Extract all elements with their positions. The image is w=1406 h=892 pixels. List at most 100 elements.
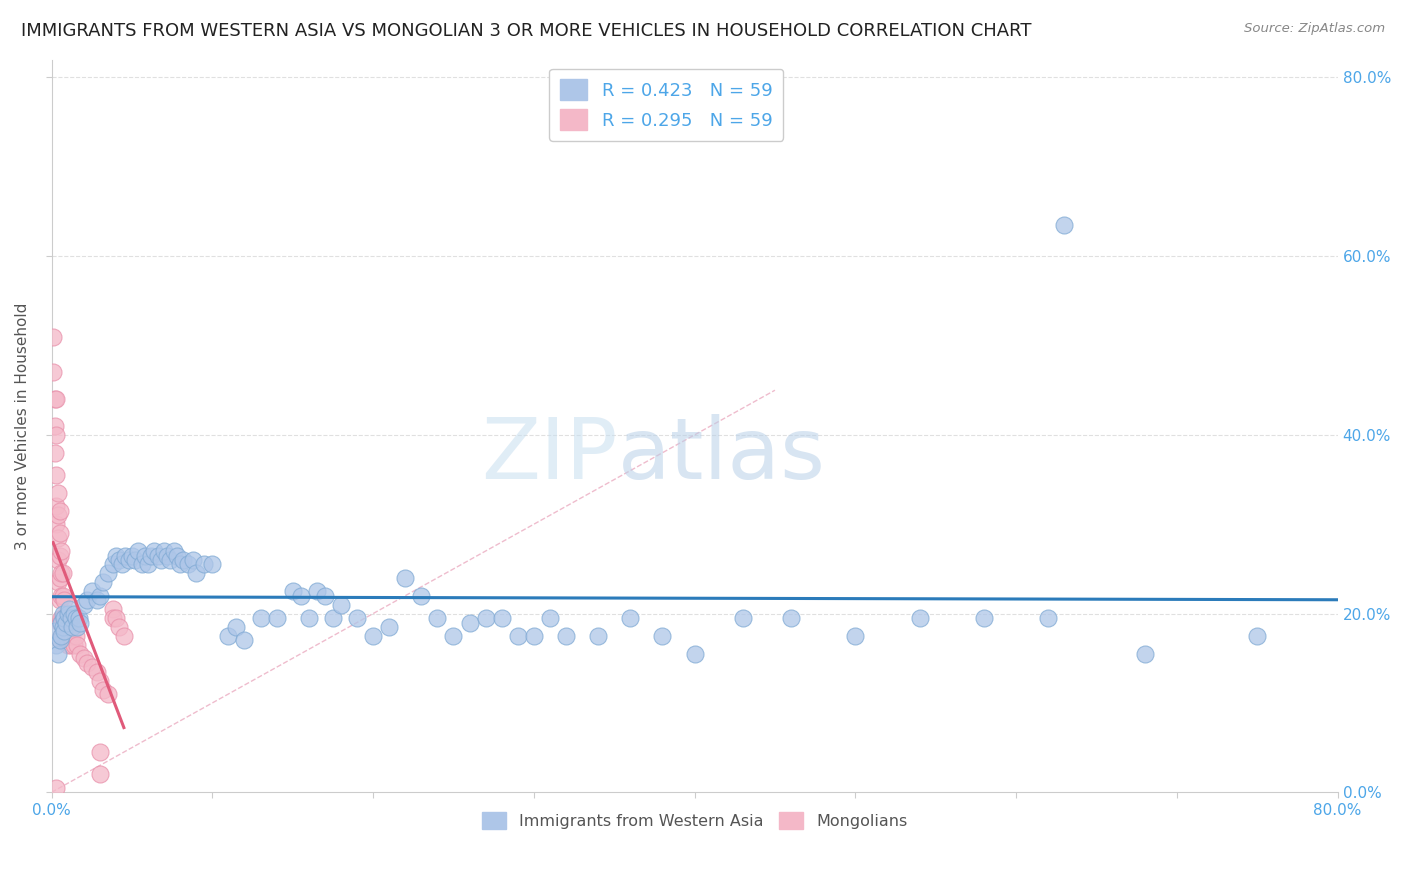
Point [298, 611, 321, 625]
Point [555, 629, 578, 643]
Point [181, 553, 204, 567]
Point [48, 615, 70, 630]
Point [51, 629, 73, 643]
Point [136, 558, 159, 572]
Point [73, 598, 96, 612]
Point [186, 566, 208, 581]
Point [97, 687, 120, 701]
Y-axis label: 3 or more Vehicles in Household: 3 or more Vehicles in Household [15, 302, 30, 549]
Point [89, 745, 111, 759]
Point [58, 602, 80, 616]
Point [378, 620, 401, 634]
Point [44, 392, 66, 406]
Point [146, 549, 169, 563]
Point [48, 504, 70, 518]
Point [67, 611, 90, 625]
Point [48, 593, 70, 607]
Point [163, 544, 186, 558]
Point [101, 602, 124, 616]
Point [134, 549, 156, 563]
Point [1246, 629, 1268, 643]
Point [69, 647, 91, 661]
Point [52, 611, 75, 625]
Point [46, 647, 69, 661]
Point [53, 593, 76, 607]
Point [53, 629, 76, 643]
Point [322, 611, 344, 625]
Point [114, 549, 136, 563]
Point [45, 780, 67, 795]
Point [45, 392, 67, 406]
Point [46, 508, 69, 523]
Point [91, 682, 114, 697]
Point [63, 638, 86, 652]
Point [131, 558, 153, 572]
Point [305, 584, 328, 599]
Point [780, 611, 803, 625]
Point [506, 629, 529, 643]
Point [394, 571, 416, 585]
Point [426, 611, 449, 625]
Point [973, 611, 995, 625]
Point [586, 629, 609, 643]
Point [52, 620, 75, 634]
Point [127, 544, 149, 558]
Point [118, 553, 141, 567]
Point [844, 629, 866, 643]
Point [101, 558, 124, 572]
Point [314, 589, 336, 603]
Point [111, 558, 134, 572]
Point [48, 633, 70, 648]
Point [233, 633, 256, 648]
Point [48, 526, 70, 541]
Point [143, 544, 166, 558]
Text: IMMIGRANTS FROM WESTERN ASIA VS MONGOLIAN 3 OR MORE VEHICLES IN HOUSEHOLD CORREL: IMMIGRANTS FROM WESTERN ASIA VS MONGOLIA… [21, 22, 1032, 40]
Point [45, 500, 67, 514]
Point [46, 553, 69, 567]
Point [458, 615, 481, 630]
Point [217, 629, 239, 643]
Point [249, 611, 271, 625]
Point [86, 593, 108, 607]
Point [89, 767, 111, 781]
Point [266, 611, 288, 625]
Text: ZIP: ZIP [481, 414, 617, 497]
Point [56, 620, 79, 634]
Point [76, 656, 98, 670]
Point [651, 629, 673, 643]
Point [45, 428, 67, 442]
Point [46, 486, 69, 500]
Point [156, 549, 179, 563]
Point [51, 611, 73, 625]
Point [53, 611, 76, 625]
Point [48, 549, 70, 563]
Point [52, 607, 75, 621]
Point [65, 629, 87, 643]
Point [361, 629, 384, 643]
Point [55, 615, 77, 630]
Point [89, 673, 111, 688]
Point [65, 611, 87, 625]
Legend: Immigrants from Western Asia, Mongolians: Immigrants from Western Asia, Mongolians [475, 805, 914, 836]
Point [491, 611, 513, 625]
Point [1038, 611, 1060, 625]
Point [58, 629, 80, 643]
Point [44, 419, 66, 434]
Text: Source: ZipAtlas.com: Source: ZipAtlas.com [1244, 22, 1385, 36]
Point [62, 629, 84, 643]
Point [329, 598, 352, 612]
Point [51, 615, 73, 630]
Point [80, 660, 103, 674]
Point [52, 629, 75, 643]
Point [46, 531, 69, 545]
Point [51, 566, 73, 581]
Point [80, 584, 103, 599]
Point [59, 611, 82, 625]
Point [121, 549, 143, 563]
Point [201, 558, 224, 572]
Point [177, 558, 200, 572]
Point [48, 571, 70, 585]
Point [66, 638, 89, 652]
Point [908, 611, 931, 625]
Point [51, 589, 73, 603]
